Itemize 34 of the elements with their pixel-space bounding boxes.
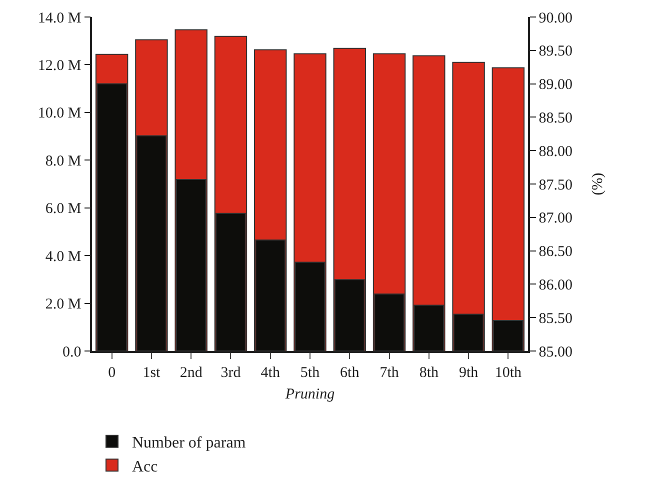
y2-tick-label: 90.00	[538, 10, 572, 26]
x-tick-label: 4th	[260, 364, 280, 381]
y-tick-label: 2.0 M	[45, 296, 82, 313]
y2-tick-label: 85.00	[538, 344, 572, 360]
x-tick-label: 10th	[494, 364, 522, 381]
x-tick-label: 0	[108, 364, 116, 381]
y-tick-label: 14.0 M	[38, 10, 82, 26]
y2-tick-label: 85.50	[538, 310, 572, 327]
x-axis-title: Pruning	[284, 386, 336, 402]
x-tick-label: 6th	[340, 364, 360, 381]
y2-tick-label: 87.50	[538, 177, 572, 194]
y2-tick-label: 88.00	[538, 144, 572, 160]
y-tick-label: 10.0 M	[38, 106, 82, 122]
y2-axis-title: (%)	[590, 172, 606, 196]
legend-label: Acc	[132, 458, 158, 476]
y2-tick-label: 89.50	[538, 44, 572, 60]
y-tick-label: 6.0 M	[45, 201, 82, 218]
y-tick-label: 8.0 M	[45, 153, 82, 170]
y-tick-label: 4.0 M	[45, 248, 82, 265]
y-tick-label: 0.0	[62, 344, 82, 360]
y2-tick-label: 86.00	[538, 277, 572, 294]
x-tick-label: 7th	[380, 364, 400, 381]
y2-tick-label: 86.50	[538, 244, 572, 260]
x-tick-label: 8th	[419, 364, 439, 381]
x-tick-label: 3rd	[220, 364, 242, 381]
y2-tick-label: 88.50	[538, 110, 572, 126]
x-tick-label: 5th	[300, 364, 320, 381]
y2-tick-label: 89.00	[538, 77, 572, 94]
y-tick-label: 12.0 M	[38, 58, 82, 74]
y2-tick-label: 87.00	[538, 210, 572, 227]
legend-label: Number of param	[132, 434, 246, 452]
x-tick-label: 2nd	[180, 364, 203, 381]
x-tick-label: 1st	[142, 364, 162, 381]
x-tick-label: 9th	[458, 364, 479, 381]
